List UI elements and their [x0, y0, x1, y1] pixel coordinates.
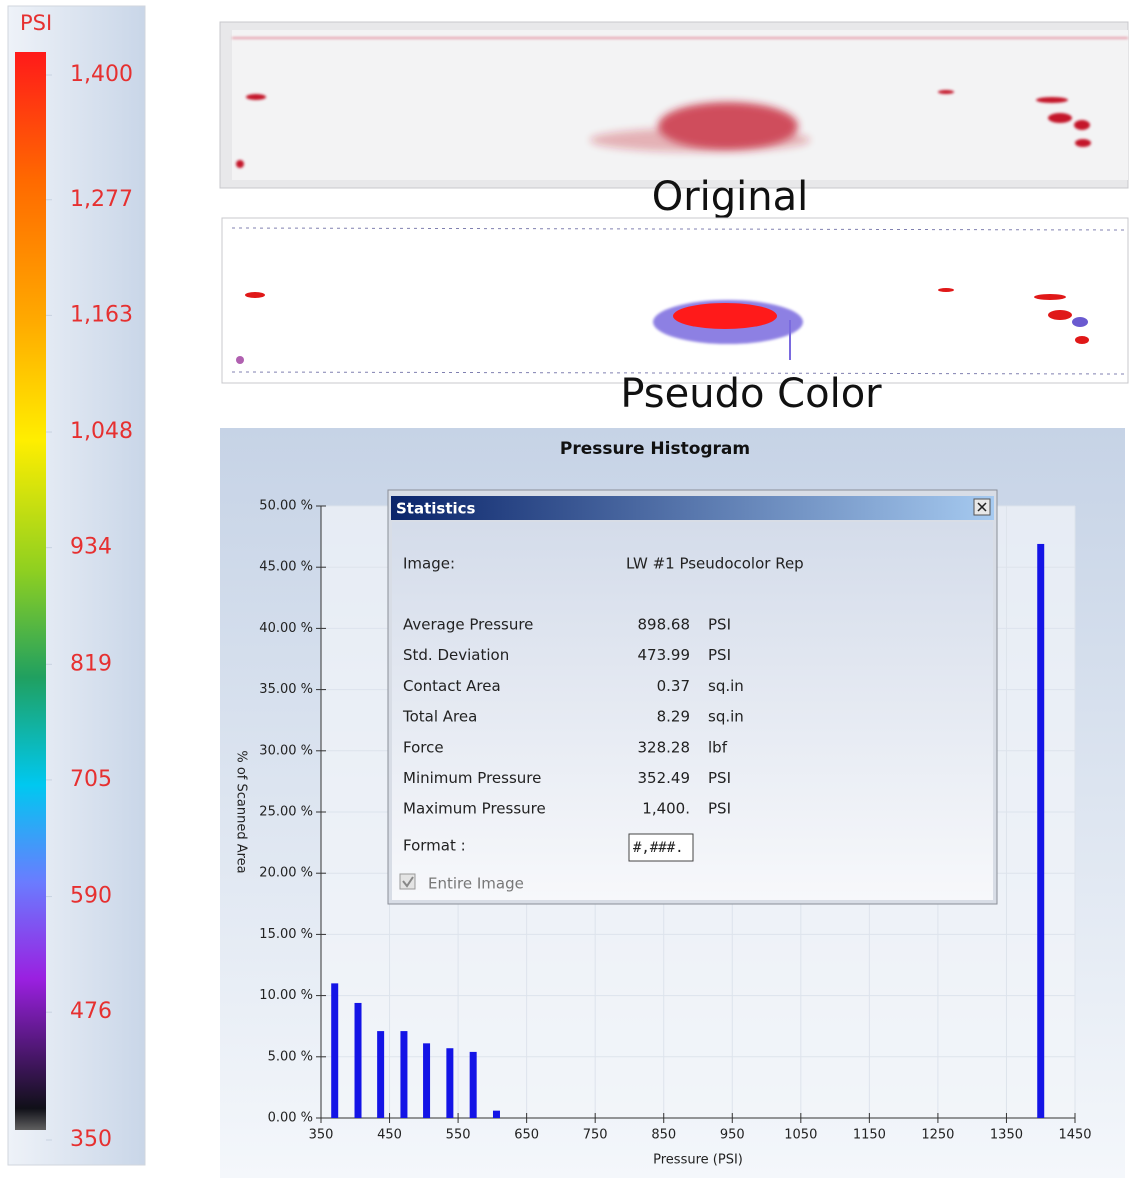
bar — [331, 983, 339, 1118]
x-tick-label: 650 — [514, 1128, 539, 1143]
chart-title: Pressure Histogram — [560, 439, 750, 459]
bar — [469, 1051, 477, 1118]
close-icon — [977, 502, 987, 512]
x-tick-label: 750 — [583, 1128, 608, 1143]
statistics-dialog: Statistics Image: LW #1 Pseudocolor Rep … — [387, 489, 998, 905]
checkbox[interactable] — [399, 873, 416, 890]
pseudo-imprint — [231, 227, 1129, 375]
stat-value: 352.49 — [638, 769, 691, 787]
bar — [400, 1031, 408, 1118]
colorbar-label: 1,277 — [70, 187, 133, 212]
stat-unit: lbf — [708, 738, 728, 756]
stat-unit: PSI — [708, 616, 731, 634]
colorbar-label: 819 — [70, 651, 112, 676]
image-caption: Original — [652, 174, 809, 220]
stat-unit: PSI — [708, 646, 731, 664]
format-label: Format : — [403, 837, 466, 855]
stat-value: 473.99 — [638, 646, 691, 664]
stat-value: 1,400. — [642, 800, 690, 818]
y-tick-label: 0.00 % — [268, 1111, 313, 1126]
stat-unit: PSI — [708, 800, 731, 818]
bar — [446, 1048, 454, 1118]
stat-label: Minimum Pressure — [403, 769, 541, 787]
y-tick-label: 50.00 % — [259, 499, 313, 514]
colorbar-label: 705 — [70, 767, 112, 792]
bar — [423, 1043, 431, 1118]
x-tick-label: 550 — [446, 1128, 471, 1143]
dialog-titlebar — [391, 496, 994, 520]
format-value: #,###. — [633, 840, 684, 856]
image-name: LW #1 Pseudocolor Rep — [626, 555, 804, 573]
colorbar-label: 476 — [70, 999, 112, 1024]
y-tick-label: 30.00 % — [259, 743, 313, 758]
original-marks — [232, 37, 1128, 168]
stat-label: Std. Deviation — [403, 646, 509, 664]
check-icon — [402, 876, 414, 888]
stat-label: Force — [403, 738, 444, 756]
image-label: Image: — [403, 555, 455, 573]
stat-unit: sq.in — [708, 677, 744, 695]
colorbar-label: 1,163 — [70, 302, 133, 327]
colorbar-label: 1,400 — [70, 62, 133, 87]
y-axis-label: % of Scanned Area — [234, 750, 249, 873]
stat-value: 328.28 — [638, 738, 691, 756]
checkbox-label: Entire Image — [428, 875, 524, 893]
y-tick-label: 35.00 % — [259, 682, 313, 697]
bar — [377, 1031, 385, 1118]
y-tick-label: 5.00 % — [268, 1049, 313, 1064]
stat-value: 898.68 — [638, 616, 691, 634]
stat-value: 8.29 — [657, 708, 690, 726]
colorbar-label: 350 — [70, 1127, 112, 1152]
original-imprint — [590, 102, 810, 152]
x-tick-label: 1150 — [853, 1128, 886, 1143]
colorbar-unit: PSI — [20, 11, 52, 35]
bar — [1037, 543, 1045, 1118]
x-tick-label: 1050 — [784, 1128, 817, 1143]
y-tick-label: 10.00 % — [259, 988, 313, 1003]
y-tick-label: 45.00 % — [259, 560, 313, 575]
pseudo-image — [221, 217, 1129, 384]
x-axis-label: Pressure (PSI) — [653, 1153, 743, 1168]
stat-unit: sq.in — [708, 708, 744, 726]
y-tick-label: 40.00 % — [259, 621, 313, 636]
original-strip — [232, 30, 1128, 180]
y-tick-label: 25.00 % — [259, 805, 313, 820]
colorbar-label: 590 — [70, 884, 112, 909]
stat-label: Maximum Pressure — [403, 800, 546, 818]
y-tick-label: 15.00 % — [259, 927, 313, 942]
x-tick-label: 1350 — [990, 1128, 1023, 1143]
y-tick-label: 20.00 % — [259, 866, 313, 881]
bar — [354, 1002, 362, 1118]
colorbar-label: 934 — [70, 535, 112, 560]
image-caption: Pseudo Color — [620, 371, 882, 417]
x-tick-label: 1450 — [1058, 1128, 1091, 1143]
x-tick-label: 850 — [651, 1128, 676, 1143]
x-tick-label: 950 — [720, 1128, 745, 1143]
colorbar-gradient — [15, 52, 46, 1130]
colorbar-label: 1,048 — [70, 419, 133, 444]
x-tick-label: 1250 — [921, 1128, 954, 1143]
format-input[interactable] — [628, 833, 694, 862]
stat-label: Total Area — [402, 708, 477, 726]
bar — [492, 1110, 500, 1118]
dialog-title: Statistics — [396, 500, 476, 518]
stat-label: Contact Area — [403, 677, 501, 695]
stat-value: 0.37 — [657, 677, 690, 695]
stat-unit: PSI — [708, 769, 731, 787]
x-tick-label: 450 — [377, 1128, 402, 1143]
stat-label: Average Pressure — [403, 616, 533, 634]
x-tick-label: 350 — [309, 1128, 334, 1143]
